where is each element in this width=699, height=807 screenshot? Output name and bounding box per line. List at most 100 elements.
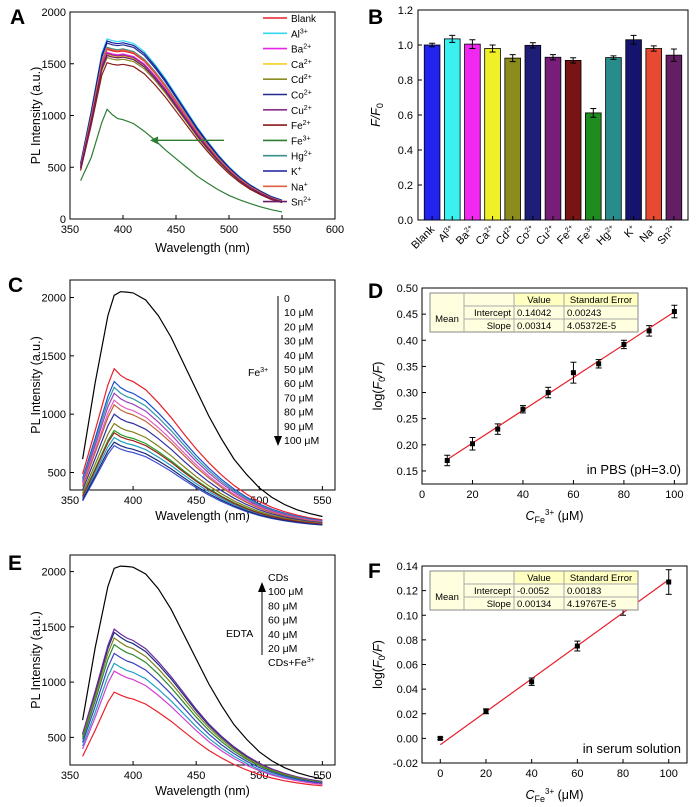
panel-label: C — [8, 274, 23, 297]
legend-label-base: Ba — [291, 45, 304, 56]
x-tick-label-sup: 2+ — [463, 224, 474, 235]
y-tick-label: 500 — [48, 732, 66, 744]
legend-label-base: Sn — [291, 198, 303, 209]
x-axis-label: CFe3+ (μM) — [525, 787, 583, 804]
legend-label: 60 μM — [284, 378, 313, 390]
series-line — [82, 691, 323, 787]
arrow-head — [150, 136, 159, 145]
x-tick-label: Blank — [409, 223, 437, 251]
x-tick-label: 350 — [61, 495, 79, 507]
x-tick-label: Al3+ — [436, 224, 457, 245]
legend-label: Fe2+ — [291, 120, 311, 132]
x-tick-label: 100 — [665, 489, 683, 501]
legend-label-base: Hg — [291, 152, 304, 163]
y-tick-label: 0.45 — [397, 309, 418, 321]
bar — [484, 48, 501, 221]
legend-label: Cu2+ — [291, 105, 312, 117]
y-tick-label: 2000 — [42, 567, 66, 579]
data-point — [437, 735, 443, 741]
legend-label-base: Cu — [291, 106, 304, 117]
x-tick-label: 450 — [167, 224, 185, 236]
plot-frame — [69, 554, 336, 766]
y-label-post: ) — [371, 640, 385, 644]
x-tick-label: 500 — [220, 224, 238, 236]
panel-e: 350 400 450 500 550500100015002000EWavelengt… — [8, 552, 336, 798]
y-tick-label: 500 — [48, 162, 66, 174]
bar — [423, 44, 441, 221]
legend-label-base: K — [291, 167, 298, 178]
panel-a: 350 400 450 500 550 600 0 500 1000 1500 2000 A Wavel… — [10, 6, 344, 255]
series-line — [82, 441, 323, 526]
table-cell: 4.05372E-5 — [567, 321, 616, 332]
x-tick-label: 60 — [567, 489, 579, 501]
y-tick-label: 1500 — [42, 351, 66, 363]
plot-frame — [421, 287, 688, 485]
annotation-label-sup: 3+ — [260, 367, 268, 374]
x-tick-label: Ba2+ — [454, 224, 478, 248]
x-tick-label-sup: + — [647, 224, 655, 232]
series-line — [82, 399, 323, 523]
bar — [464, 43, 481, 221]
table-row-label: Mean — [435, 592, 459, 603]
annotation-label: Fe3+ — [248, 367, 268, 379]
x-tick-label: 550 — [273, 224, 291, 236]
legend-label: 0 — [284, 293, 290, 305]
legend-label-sup: 2+ — [303, 44, 311, 51]
y-axis-label: PL Intensity (a.u.) — [29, 67, 43, 165]
x-tick-label: Na+ — [638, 224, 659, 245]
x-tick-label-base: Blank — [409, 223, 437, 251]
x-tick-label-sup: 2+ — [665, 224, 676, 235]
legend-label-sup: + — [298, 166, 302, 173]
inset-text: in serum solution — [583, 741, 681, 756]
legend-label: 40 μM — [284, 350, 313, 362]
series-line — [80, 51, 283, 203]
table-cell: 0.00183 — [567, 586, 601, 597]
y-label-slash: /F — [371, 364, 385, 377]
y-label-f: F/F — [369, 107, 383, 127]
table-cell: 4.19767E-5 — [567, 599, 616, 610]
series-line — [80, 54, 283, 203]
bar — [645, 48, 663, 221]
x-tick-label-sup: 3+ — [443, 224, 454, 235]
x-label-unit: (μM) — [554, 788, 583, 802]
x-label-c: C — [525, 509, 535, 523]
y-tick-label: 0.20 — [397, 440, 418, 452]
table-cell: Slope — [487, 321, 511, 332]
series-line — [82, 291, 323, 518]
panel-label: F — [368, 560, 381, 583]
series-line — [80, 56, 283, 203]
legend-label: Ca2+ — [291, 59, 312, 71]
data-point — [671, 309, 677, 315]
table-cell: Intercept — [474, 586, 511, 597]
legend-label: 10 μM — [284, 307, 313, 319]
y-label-f: F — [371, 659, 385, 668]
series-line — [80, 53, 283, 203]
x-tick-label: 100 — [660, 768, 678, 780]
x-axis-label: Wavelength (nm) — [155, 509, 250, 523]
series-line — [82, 392, 323, 523]
y-label-pre: log( — [371, 389, 385, 411]
x-tick-label-sup: 2+ — [564, 224, 575, 235]
bar — [605, 57, 622, 221]
bar — [524, 44, 542, 221]
legend-label: 70 μM — [284, 392, 313, 404]
y-tick-label: 0.2 — [398, 180, 413, 192]
y-tick-label: 0.15 — [397, 466, 418, 478]
table-cell: 0.00243 — [567, 308, 601, 319]
legend-label-base: Fe — [291, 121, 303, 132]
y-label-slash: /F — [371, 643, 385, 656]
series-line — [82, 565, 323, 780]
x-tick-label: Cu2+ — [534, 224, 558, 248]
x-tick-label: 0 — [419, 489, 425, 501]
data-point — [666, 579, 672, 585]
series-line — [82, 413, 323, 524]
legend-label: K+ — [291, 166, 302, 178]
legend-label: 20 μM — [268, 643, 297, 655]
y-label-f: F — [371, 381, 385, 390]
y-tick-label: 1000 — [42, 409, 66, 421]
y-label-sub: 0 — [375, 103, 385, 108]
table-cell: Intercept — [474, 308, 511, 319]
legend-label: 30 μM — [284, 336, 313, 348]
legend-label: Na+ — [291, 181, 308, 193]
